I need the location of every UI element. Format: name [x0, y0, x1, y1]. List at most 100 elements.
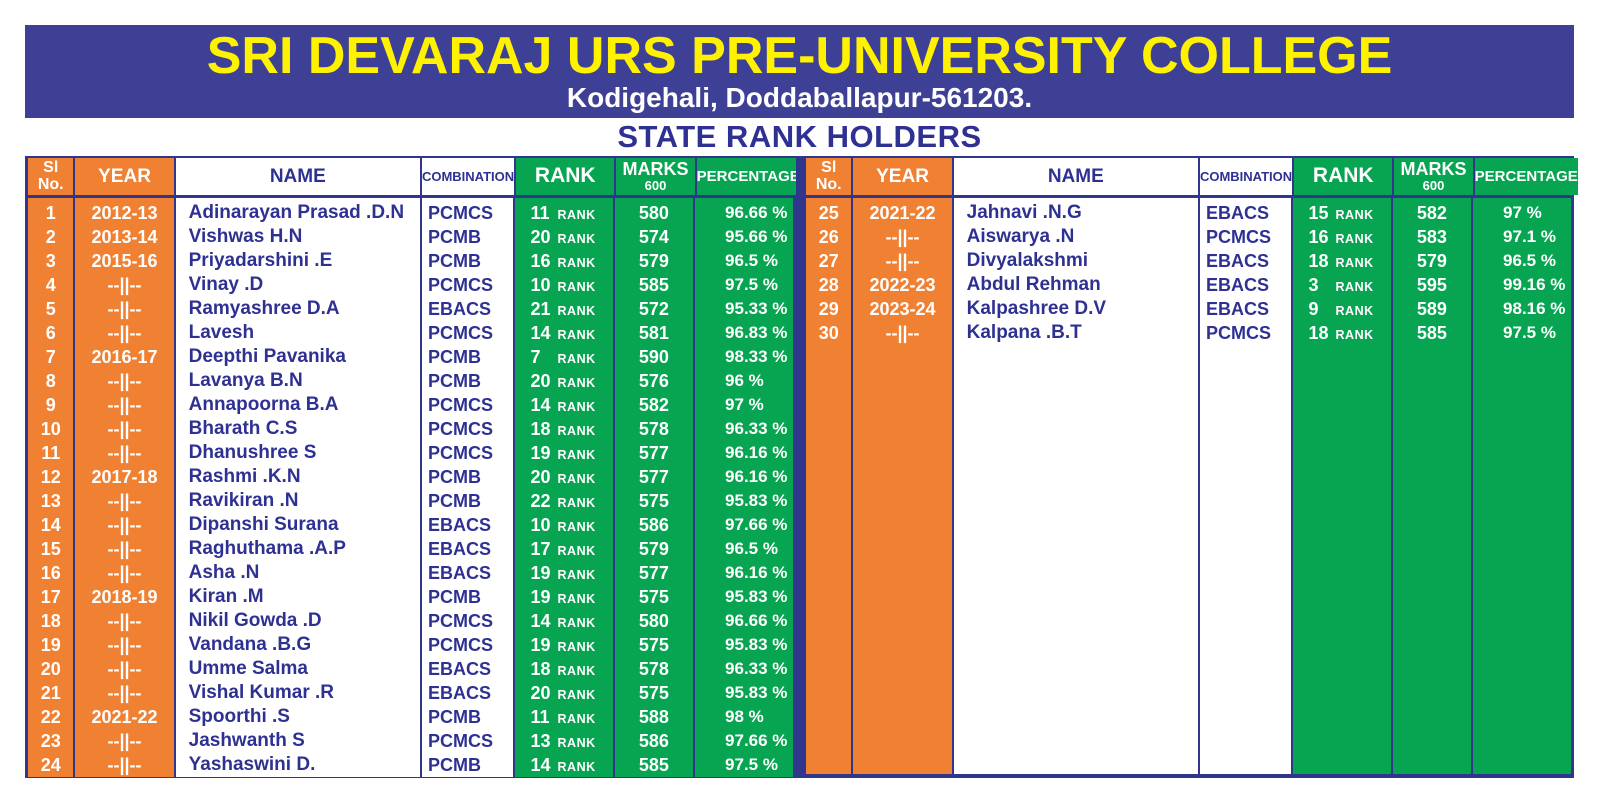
- rank-suffix-label: RANK: [557, 496, 596, 510]
- cell-sl: 17: [40, 587, 61, 607]
- cell-marks: 575: [638, 635, 669, 655]
- cell-marks: 579: [638, 539, 669, 559]
- header-marks-line2: 600: [644, 178, 667, 194]
- cell-combination: EBACS: [427, 659, 491, 679]
- cell-percentage: 97.5 %: [1503, 323, 1556, 342]
- rank-number: 18: [530, 419, 551, 439]
- header-combination: COMBINATION: [421, 158, 517, 195]
- rank-number: 22: [530, 491, 551, 511]
- rank-number: 20: [530, 467, 551, 487]
- cell-name: Umme Salma: [188, 658, 308, 679]
- cell-percentage: 96 %: [725, 371, 764, 390]
- cell-name: Deepthi Pavanika: [188, 346, 346, 367]
- cell-combination: PCMCS: [1205, 323, 1271, 343]
- cell-sl: 20: [40, 659, 61, 679]
- cell-sl: 10: [40, 419, 61, 439]
- cell-combination: PCMCS: [427, 395, 493, 415]
- cell-marks: 580: [638, 203, 669, 223]
- column-combination: PCMCS PCMB PCMB PCMCS EBACS PCMCS PCMB PCMB PCMC…: [421, 198, 515, 777]
- cell-name: Rashmi .K.N: [188, 466, 301, 487]
- cell-percentage: 96.16 %: [725, 563, 788, 582]
- cell-percentage: 96.66 %: [725, 203, 788, 222]
- rank-number: 10: [530, 275, 551, 295]
- cell-marks: 590: [638, 347, 669, 367]
- cell-name: Yashaswini D.: [188, 754, 316, 775]
- cell-percentage: 95.83 %: [725, 683, 788, 702]
- cell-year: --||--: [107, 443, 142, 463]
- header-slno: Sl No.: [28, 158, 76, 195]
- cell-year: --||--: [107, 611, 142, 631]
- page-title: SRI DEVARAJ URS PRE-UNIVERSITY COLLEGE: [206, 26, 1393, 85]
- rank-number: 7: [530, 347, 541, 367]
- cell-sl: 27: [818, 251, 839, 271]
- cell-year: --||--: [107, 491, 142, 511]
- cell-rank: 19 RANK: [515, 633, 613, 657]
- cell-combination: EBACS: [1205, 275, 1269, 295]
- header-slno-line1: Sl: [821, 158, 837, 176]
- rank-suffix-label: RANK: [557, 208, 596, 222]
- cell-rank: 18 RANK: [1293, 321, 1391, 345]
- cell-name: Bharath C.S: [188, 418, 298, 439]
- rank-number: 18: [1308, 323, 1329, 343]
- rank-suffix-label: RANK: [557, 400, 596, 414]
- header-slno-line2: No.: [815, 175, 842, 193]
- cell-percentage: 97.5 %: [725, 755, 778, 774]
- cell-percentage: 97 %: [1503, 203, 1542, 222]
- cell-combination: PCMB: [427, 707, 481, 727]
- cell-year: --||--: [107, 659, 142, 679]
- cell-combination: PCMCS: [427, 419, 493, 439]
- cell-percentage: 96.16 %: [725, 467, 788, 486]
- cell-marks: 585: [638, 275, 669, 295]
- cell-percentage: 97 %: [725, 395, 764, 414]
- cell-marks: 585: [1416, 323, 1447, 343]
- cell-sl: 14: [40, 515, 61, 535]
- cell-sl: 9: [45, 395, 56, 415]
- cell-sl: 3: [45, 251, 56, 271]
- cell-combination: EBACS: [1205, 251, 1269, 271]
- cell-year: --||--: [107, 755, 142, 775]
- cell-combination: PCMB: [427, 491, 481, 511]
- cell-year: --||--: [107, 635, 142, 655]
- rank-number: 21: [530, 299, 551, 319]
- rank-suffix-label: RANK: [557, 712, 596, 726]
- rank-number: 14: [530, 755, 551, 775]
- cell-marks: 582: [638, 395, 669, 415]
- rank-suffix-label: RANK: [557, 376, 596, 390]
- cell-marks: 589: [1416, 299, 1447, 319]
- cell-name: Kalpashree D.V: [966, 298, 1107, 319]
- table-divider: [796, 156, 803, 774]
- column-name: Jahnavi .N.G Aiswarya .N Divyalakshmi Abdul…: [953, 198, 1200, 774]
- cell-year: 2017-18: [91, 467, 158, 487]
- rank-number: 16: [1308, 227, 1329, 247]
- rank-number: 19: [530, 443, 551, 463]
- cell-year: 2012-13: [91, 203, 158, 223]
- cell-marks: 586: [638, 515, 669, 535]
- cell-year: 2021-22: [91, 707, 158, 727]
- cell-marks: 579: [638, 251, 669, 271]
- cell-rank: 11 RANK: [515, 705, 613, 729]
- cell-rank: 18 RANK: [1293, 249, 1391, 273]
- rank-suffix-label: RANK: [557, 568, 596, 582]
- column-rank: 11 RANK 20 RANK 16 RANK 10 RANK 21 RANK 14 RANK 7 RAN…: [514, 198, 615, 777]
- cell-sl: 12: [40, 467, 61, 487]
- cell-rank: 16 RANK: [515, 249, 613, 273]
- cell-rank: 18 RANK: [515, 417, 613, 441]
- banner: SRI DEVARAJ URS PRE-UNIVERSITY COLLEGE K…: [25, 25, 1574, 118]
- cell-marks: 579: [1416, 251, 1447, 271]
- column-percentage: 97 % 97.1 % 96.5 % 99.16 % 98.16 % 97.5 %: [1473, 198, 1571, 774]
- rank-number: 19: [530, 563, 551, 583]
- rank-suffix-label: RANK: [557, 256, 596, 270]
- cell-year: 2015-16: [91, 251, 158, 271]
- header-combination: COMBINATION: [1199, 158, 1295, 195]
- table-header-left: Sl No. YEAR NAME COMBINATION RANK MARKS …: [28, 156, 800, 198]
- rank-table-right: Sl No. YEAR NAME COMBINATION RANK MARKS …: [803, 156, 1578, 774]
- header-year: YEAR: [75, 158, 176, 195]
- cell-rank: 10 RANK: [515, 273, 613, 297]
- rank-suffix-label: RANK: [1335, 208, 1374, 222]
- cell-name: Lavesh: [188, 322, 255, 343]
- cell-sl: 1: [45, 203, 56, 223]
- cell-year: --||--: [107, 731, 142, 751]
- cell-combination: PCMCS: [427, 635, 493, 655]
- cell-marks: 585: [638, 755, 669, 775]
- cell-combination: PCMB: [427, 371, 481, 391]
